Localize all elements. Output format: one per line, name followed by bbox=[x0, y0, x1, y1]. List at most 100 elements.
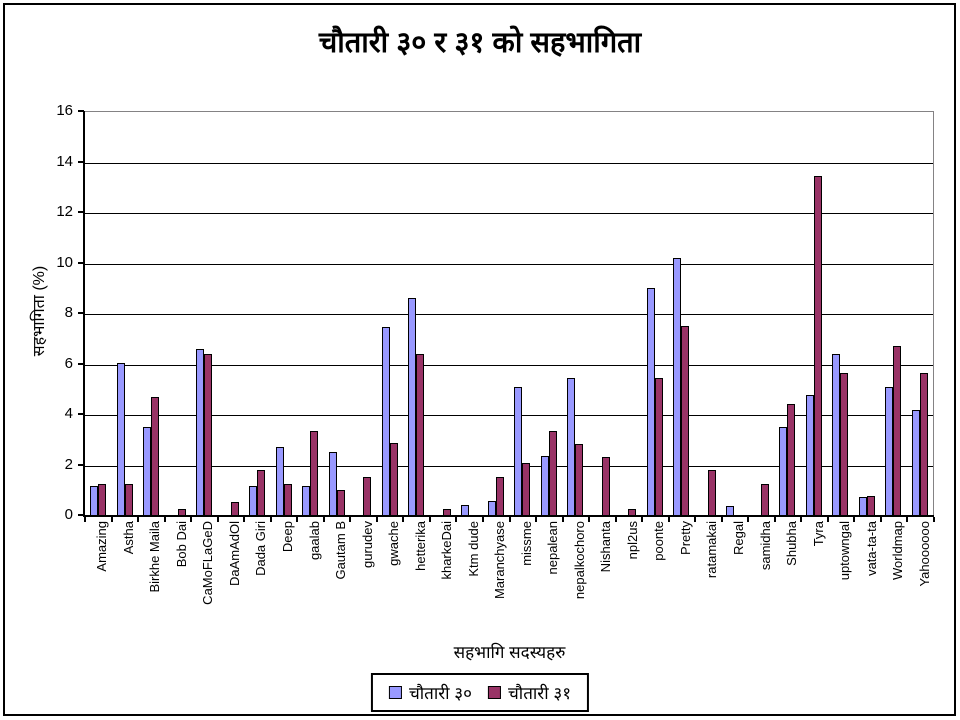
category-group bbox=[536, 112, 563, 515]
y-tick-label: 4 bbox=[64, 405, 73, 422]
x-tick-label: Maranchyase bbox=[492, 521, 508, 600]
gridline bbox=[85, 213, 933, 214]
x-tick-label: Worldmap bbox=[890, 521, 906, 581]
bar bbox=[866, 496, 875, 515]
category-group bbox=[218, 112, 245, 515]
x-axis-tick bbox=[190, 517, 193, 522]
bar bbox=[230, 502, 239, 515]
x-axis-tick bbox=[773, 517, 776, 522]
category-group bbox=[748, 112, 775, 515]
x-label-cell: Birkhe Maila bbox=[138, 520, 165, 632]
x-label-cell: poonte bbox=[642, 520, 669, 632]
bar bbox=[726, 506, 735, 515]
x-label-cell: Dada Giri bbox=[244, 520, 271, 632]
bar bbox=[893, 346, 902, 515]
legend-swatch bbox=[388, 686, 402, 699]
x-axis-tick bbox=[216, 517, 219, 522]
category-group bbox=[85, 112, 112, 515]
bar bbox=[787, 404, 796, 515]
x-tick-label: ratamakai bbox=[704, 521, 720, 579]
x-label-cell: Maranchyase bbox=[483, 520, 510, 632]
bar bbox=[514, 386, 523, 515]
bar bbox=[487, 501, 496, 515]
x-label-cell: gaalab bbox=[297, 520, 324, 632]
x-axis-tick bbox=[137, 517, 140, 522]
bar bbox=[707, 469, 716, 515]
x-axis-tick bbox=[747, 517, 750, 522]
x-tick-label: Regal bbox=[731, 521, 747, 555]
x-axis-tick bbox=[826, 517, 829, 522]
x-label-cell: ratamakai bbox=[695, 520, 722, 632]
x-axis-tick bbox=[879, 517, 882, 522]
bar bbox=[832, 353, 841, 515]
x-axis-tick bbox=[508, 517, 511, 522]
x-tick-label: nepalkochoro bbox=[571, 521, 587, 600]
x-axis-title: सहभागि सदस्यहरु bbox=[453, 643, 566, 662]
bar bbox=[283, 483, 292, 515]
bar bbox=[601, 457, 610, 515]
category-group bbox=[271, 112, 298, 515]
x-tick-label: vata-ta-ta bbox=[863, 521, 879, 576]
x-tick-label: Pretty bbox=[677, 521, 693, 555]
x-label-cell: Gautam B bbox=[324, 520, 351, 632]
y-axis-tick bbox=[78, 211, 84, 213]
bar bbox=[840, 372, 849, 515]
x-label-cell: nepalean bbox=[536, 520, 563, 632]
x-tick-label: Amazing bbox=[94, 521, 110, 572]
x-label-cell: npl2us bbox=[616, 520, 643, 632]
legend-label: चौतारी ३० bbox=[408, 684, 472, 703]
bar bbox=[336, 489, 345, 515]
bar bbox=[646, 288, 655, 515]
x-axis-tick bbox=[720, 517, 723, 522]
x-axis-tick bbox=[800, 517, 803, 522]
x-axis-line bbox=[83, 515, 934, 517]
category-group bbox=[403, 112, 430, 515]
x-label-cell: Amazing bbox=[85, 520, 112, 632]
x-axis-tick bbox=[933, 517, 935, 522]
bar bbox=[858, 497, 867, 515]
x-tick-label: Yahoooooo bbox=[916, 521, 932, 587]
x-axis-tick bbox=[588, 517, 591, 522]
gridline bbox=[85, 263, 933, 265]
category-group bbox=[244, 112, 271, 515]
x-tick-label: gurudev bbox=[359, 521, 375, 568]
x-label-cell: Yahoooooo bbox=[907, 520, 934, 632]
x-tick-label: poonte bbox=[651, 521, 667, 561]
x-label-cell: vata-ta-ta bbox=[854, 520, 881, 632]
bar bbox=[116, 362, 125, 515]
category-group bbox=[801, 112, 828, 515]
legend-swatch bbox=[488, 686, 501, 699]
category-group bbox=[615, 112, 642, 515]
bar bbox=[654, 377, 663, 515]
bar bbox=[673, 258, 682, 515]
x-tick-label: samidha bbox=[757, 521, 773, 571]
bar bbox=[681, 326, 690, 515]
legend-label: चौतारी ३१ bbox=[508, 684, 572, 703]
x-tick-label: gwache bbox=[386, 521, 402, 566]
bar bbox=[919, 372, 928, 515]
x-label-cell: Shubha bbox=[775, 520, 802, 632]
bar bbox=[548, 430, 557, 515]
bar bbox=[302, 486, 311, 515]
legend-item: चौतारी ३० bbox=[388, 681, 472, 704]
bar bbox=[442, 508, 451, 515]
x-tick-label: Bob Dai bbox=[173, 521, 189, 568]
x-tick-label: nepalean bbox=[545, 521, 561, 575]
bar bbox=[151, 396, 160, 515]
gridline bbox=[85, 162, 933, 164]
x-axis-tick bbox=[110, 517, 113, 522]
y-axis-tick bbox=[78, 312, 84, 314]
x-label-cell: Bob Dai bbox=[165, 520, 192, 632]
bar bbox=[495, 477, 504, 515]
y-axis-tick bbox=[78, 261, 84, 264]
x-tick-label: Birkhe Maila bbox=[147, 521, 163, 593]
category-group bbox=[562, 112, 589, 515]
category-group bbox=[377, 112, 404, 515]
x-label-cell: uptowngal bbox=[828, 520, 855, 632]
category-group bbox=[695, 112, 722, 515]
bar bbox=[885, 386, 894, 515]
category-group bbox=[456, 112, 483, 515]
x-tick-label: DaAmAdOl bbox=[226, 521, 242, 587]
bar bbox=[143, 426, 152, 515]
x-label-cell: Tyra bbox=[801, 520, 828, 632]
